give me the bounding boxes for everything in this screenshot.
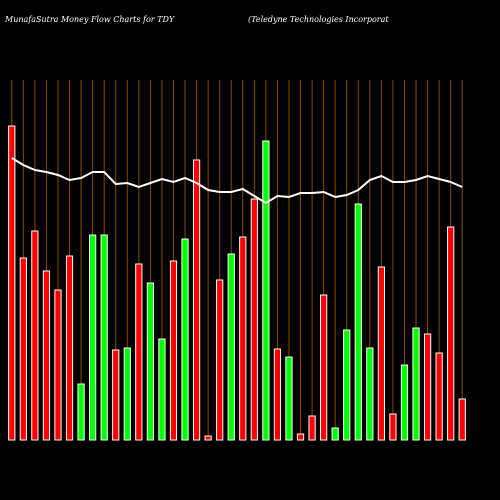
bar xyxy=(435,352,443,441)
bar xyxy=(100,234,108,441)
bar xyxy=(204,435,212,441)
bar xyxy=(169,260,178,441)
bar xyxy=(77,383,85,441)
bar xyxy=(389,413,397,441)
bar xyxy=(366,347,374,441)
bar xyxy=(308,415,316,441)
bar xyxy=(412,327,420,441)
bar xyxy=(447,226,455,441)
bar xyxy=(65,255,74,441)
bar xyxy=(42,270,51,441)
bar xyxy=(458,398,466,441)
bar xyxy=(343,329,351,441)
bar xyxy=(135,263,143,441)
bar xyxy=(89,234,97,441)
chart-title: MunafaSutra Money Flow Charts for TDY xyxy=(4,15,175,24)
bar xyxy=(227,253,235,441)
bar xyxy=(262,140,270,441)
bar xyxy=(31,230,39,441)
bar xyxy=(400,364,409,441)
bar xyxy=(285,356,293,441)
bar xyxy=(250,198,258,441)
bar xyxy=(54,289,62,441)
bar xyxy=(354,203,362,441)
bar xyxy=(123,347,131,441)
bar xyxy=(192,159,201,441)
bar xyxy=(112,349,120,441)
bar xyxy=(320,294,328,441)
bar xyxy=(239,236,247,441)
bar xyxy=(273,348,282,441)
bar xyxy=(19,257,27,441)
money-flow-line xyxy=(11,157,463,205)
bar xyxy=(181,238,189,441)
bar xyxy=(331,427,339,441)
bar xyxy=(377,266,385,441)
bar xyxy=(423,333,432,441)
bar xyxy=(296,433,305,441)
bar xyxy=(216,279,224,441)
chart-subtitle: (Teledyne Technologies Incorporat xyxy=(248,15,389,24)
bar xyxy=(158,338,166,441)
bar xyxy=(146,282,154,441)
bar xyxy=(8,125,16,441)
